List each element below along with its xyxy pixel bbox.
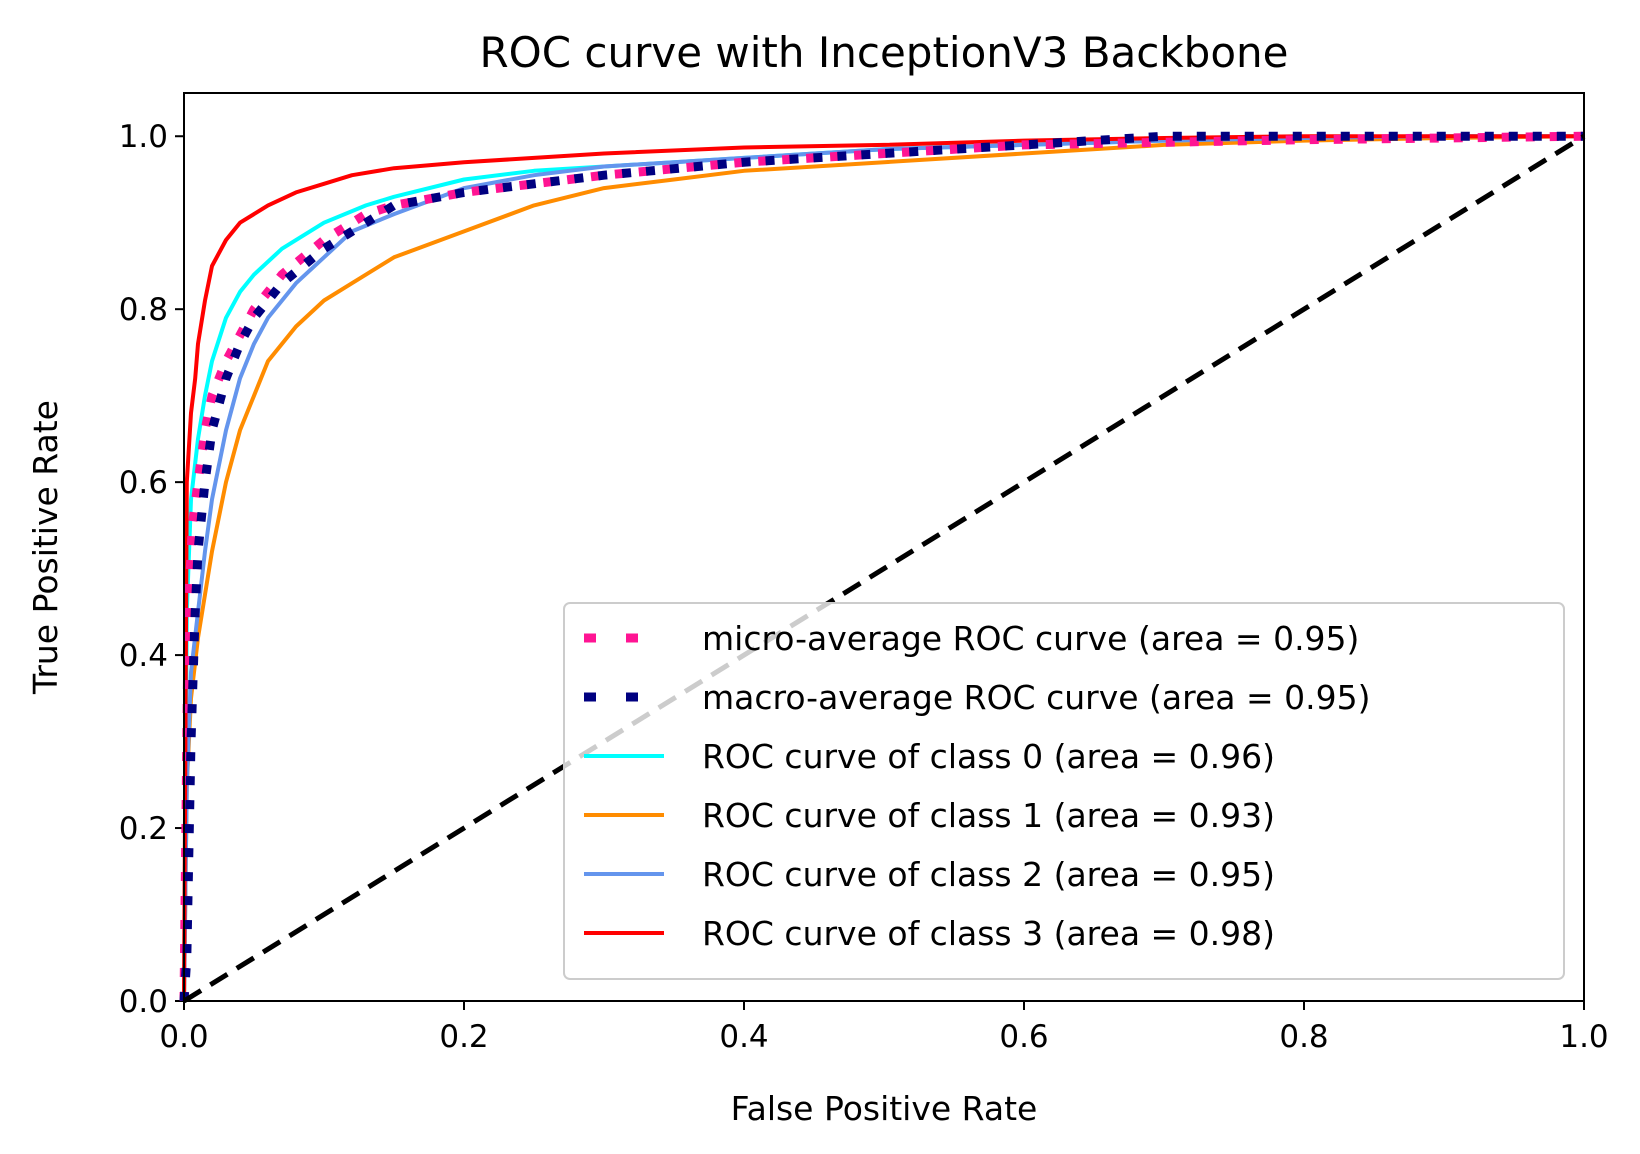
legend-label-2: ROC curve of class 0 (area = 0.96) <box>702 737 1275 776</box>
legend-label-3: ROC curve of class 1 (area = 0.93) <box>702 796 1275 835</box>
y-tick-label: 0.8 <box>119 292 168 328</box>
x-tick-label: 0.6 <box>999 1019 1048 1055</box>
x-tick-label: 0.0 <box>159 1019 208 1055</box>
axes-frame <box>183 92 1585 1002</box>
y-tick-label: 1.0 <box>119 119 168 155</box>
series-line-0 <box>179 131 1585 1002</box>
y-tick-label: 0.6 <box>119 465 168 501</box>
chart-title: ROC curve with InceptionV3 Backbone <box>479 28 1288 77</box>
y-tick-label: 0.4 <box>119 638 168 674</box>
x-tick-label: 1.0 <box>1559 1019 1608 1055</box>
axis-ticks: 0.0 0.2 0.4 0.6 0.8 1.0 0.0 0.2 0.4 0.6 0.8 1.0 <box>119 119 1609 1055</box>
y-tick-label: 0.2 <box>119 811 168 847</box>
series-line-3 <box>182 134 1585 1002</box>
x-tick-label: 0.2 <box>439 1019 488 1055</box>
legend-label-0: micro-average ROC curve (area = 0.95) <box>702 619 1359 658</box>
series-line-6 <box>182 134 1586 1004</box>
y-axis-label: True Positive Rate <box>26 400 65 695</box>
legend-label-5: ROC curve of class 3 (area = 0.98) <box>702 914 1275 953</box>
x-axis-label: False Positive Rate <box>731 1089 1038 1128</box>
legend-label-1: macro-average ROC curve (area = 0.95) <box>702 678 1370 717</box>
series-layer <box>179 131 1586 1004</box>
x-tick-label: 0.8 <box>1279 1019 1328 1055</box>
legend-box <box>563 602 1565 980</box>
series-line-1 <box>179 131 1584 1002</box>
y-tick-label: 0.0 <box>119 984 168 1020</box>
legend-label-4: ROC curve of class 2 (area = 0.95) <box>702 855 1275 894</box>
x-tick-label: 0.4 <box>719 1019 768 1055</box>
legend: micro-average ROC curve (area = 0.95) mac… <box>563 602 1565 980</box>
